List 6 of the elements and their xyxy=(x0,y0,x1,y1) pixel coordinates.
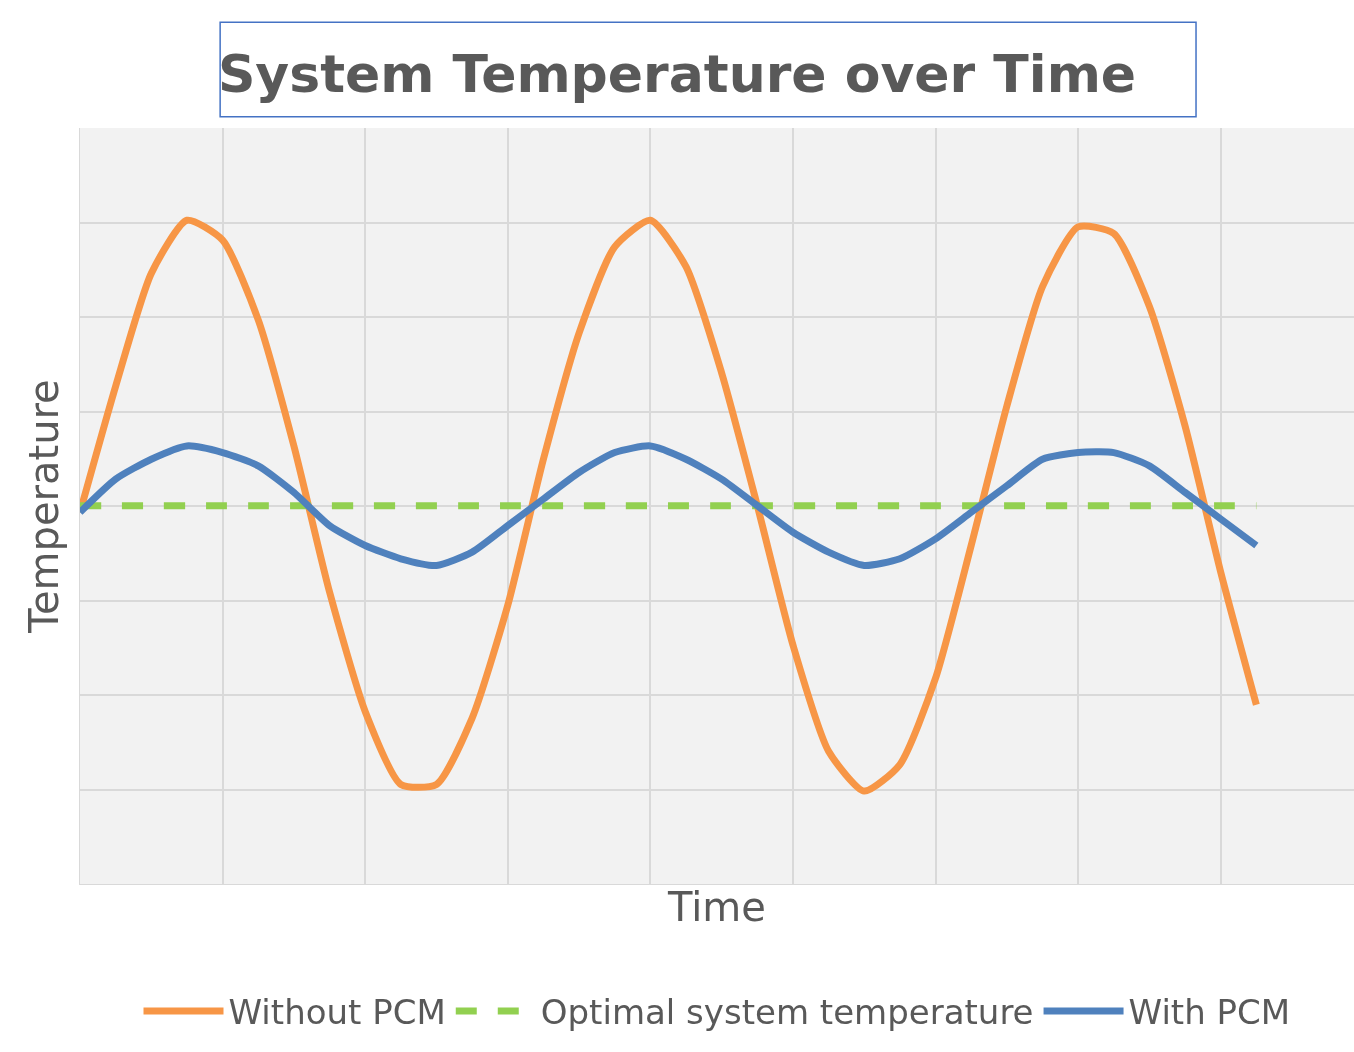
chart-title: System Temperature over Time xyxy=(217,43,1137,104)
x-axis-title: Time xyxy=(667,883,766,930)
legend-label: Optimal system temperature xyxy=(540,992,1034,1033)
legend-label: Without PCM xyxy=(228,992,446,1033)
y-axis-title: Temperature xyxy=(20,379,67,634)
legend-label: With PCM xyxy=(1128,992,1291,1033)
